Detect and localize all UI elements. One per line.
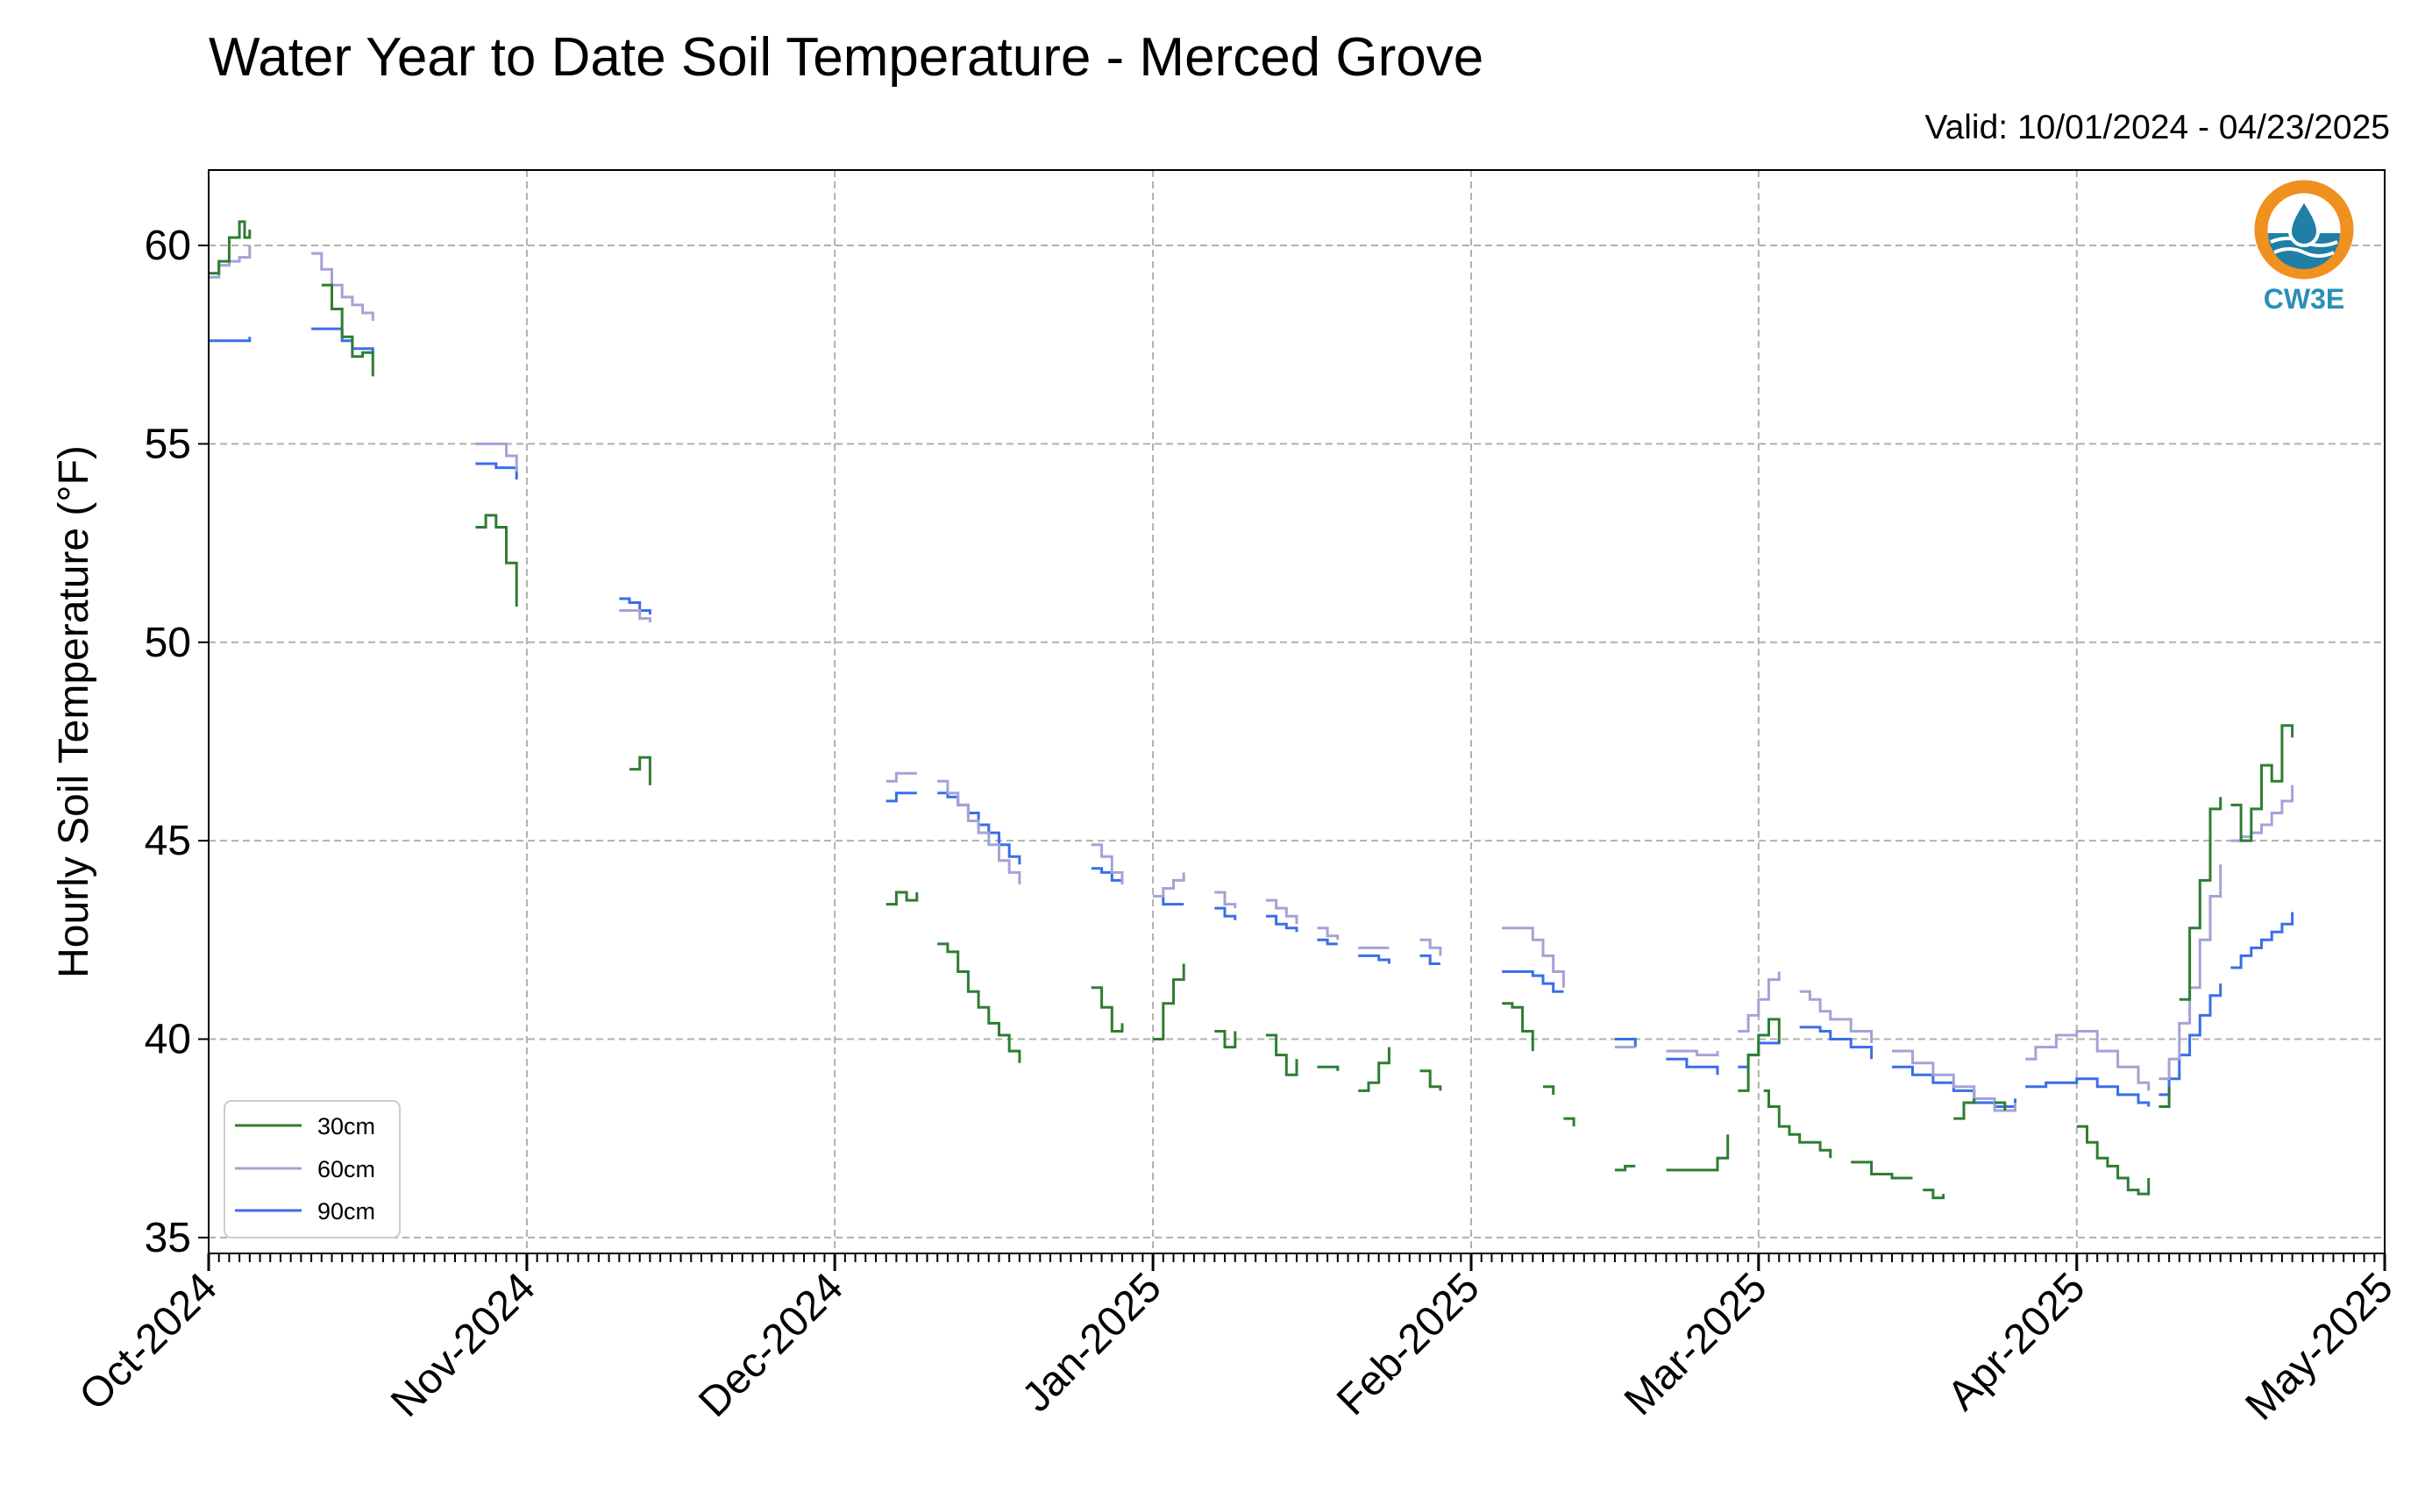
series-line-30cm <box>1091 986 1124 1033</box>
series-line-30cm <box>937 942 1021 1063</box>
series-line-90cm <box>619 597 651 615</box>
series-line-60cm <box>1419 938 1442 956</box>
series-line-60cm <box>311 252 374 321</box>
series-line-90cm <box>2230 912 2294 969</box>
series-line-90cm <box>1358 954 1390 964</box>
series-line-60cm <box>2025 1030 2151 1091</box>
series-line-90cm <box>1265 914 1298 933</box>
series-line-90cm <box>1502 970 1564 993</box>
logo-ring <box>2254 180 2354 280</box>
series-line-30cm <box>1265 1033 1298 1076</box>
legend-label-60cm: 60cm <box>317 1156 375 1182</box>
y-tick-label: 35 <box>145 1215 191 1261</box>
series-line-90cm <box>1419 954 1440 965</box>
series-line-30cm <box>1995 1101 2007 1111</box>
series-line-60cm <box>1799 990 1874 1043</box>
logo-text: CW3E <box>2264 283 2344 315</box>
y-axis-label: Hourly Soil Temperature (°F) <box>51 445 97 978</box>
y-axis: 35 40 45 50 55 60 <box>145 223 209 1261</box>
legend-label-90cm: 90cm <box>317 1198 375 1225</box>
y-tick-label: 60 <box>145 223 191 269</box>
series-line-30cm <box>1419 1069 1442 1091</box>
series-line-60cm <box>1214 891 1237 909</box>
series-line-60cm <box>1502 926 1565 988</box>
series-line-90cm <box>1799 1026 1874 1060</box>
series-line-30cm <box>1851 1161 1913 1180</box>
x-tick-label: Mar-2025 <box>1616 1264 1776 1424</box>
x-tick-label: Jan-2025 <box>1013 1264 1170 1421</box>
series-line-90cm <box>885 791 917 803</box>
x-tick-label: Nov-2024 <box>382 1264 544 1426</box>
series-line-60cm <box>937 779 1021 884</box>
series-line-60cm <box>1265 898 1298 925</box>
series-line-30cm <box>1953 1098 1976 1120</box>
y-tick-label: 45 <box>145 818 191 864</box>
series-line-30cm <box>2076 1125 2151 1196</box>
series-line-30cm <box>1543 1085 1555 1095</box>
series-line-30cm <box>2158 1086 2171 1108</box>
series-line-60cm <box>1892 1049 2016 1112</box>
x-tick-label: Oct-2024 <box>71 1264 226 1419</box>
legend: 30cm 60cm 90cm <box>224 1100 401 1239</box>
series-line-60cm <box>1091 843 1124 884</box>
legend-label-30cm: 30cm <box>317 1113 375 1139</box>
x-tick-label: May-2025 <box>2237 1264 2401 1429</box>
series-line-30cm <box>885 891 919 906</box>
plot-frame <box>208 169 2386 1254</box>
series-line-60cm <box>475 442 518 472</box>
series-line-90cm <box>1614 1038 1637 1047</box>
series-line-60cm <box>1738 971 1781 1033</box>
series-line-30cm <box>1153 963 1185 1040</box>
series-line-60cm <box>1153 872 1185 898</box>
series-line-30cm <box>1763 1089 1832 1159</box>
series-line-30cm <box>1317 1065 1340 1071</box>
series-line-90cm <box>2025 1077 2151 1107</box>
series-line-60cm <box>1317 926 1340 941</box>
series-line-30cm <box>321 283 374 377</box>
legend-box <box>224 1100 401 1239</box>
series-line-30cm <box>1563 1117 1575 1127</box>
cw3e-logo: CW3E <box>2254 180 2354 315</box>
series-line-30cm <box>2230 724 2294 842</box>
series-line-60cm <box>1666 1049 1719 1057</box>
series-line-30cm <box>1214 1030 1237 1049</box>
chart-title: Water Year to Date Soil Temperature - Me… <box>209 27 1484 88</box>
series-line-90cm <box>1214 906 1237 920</box>
x-tick-label: Dec-2024 <box>690 1264 852 1426</box>
y-tick-label: 55 <box>145 421 191 467</box>
series-line-30cm <box>2179 797 2222 1001</box>
x-tick-label: Apr-2025 <box>1938 1264 2094 1419</box>
series-line-90cm <box>311 327 374 357</box>
x-axis: Oct-2024 Nov-2024 Dec-2024 Jan-2025 Feb-2025… <box>71 1253 2402 1430</box>
series-line-30cm <box>1738 1018 1781 1092</box>
series-line-60cm <box>619 609 651 623</box>
series-line-30cm <box>1666 1134 1730 1172</box>
valid-date-range: Valid: 10/01/2024 - 04/23/2025 <box>1924 109 2390 146</box>
series-line-30cm <box>209 220 252 275</box>
series-line-30cm <box>1923 1189 1945 1200</box>
series-line-90cm <box>1091 867 1124 884</box>
series-line-30cm <box>1358 1047 1390 1092</box>
water-drop-icon <box>2287 196 2321 247</box>
series-line-90cm <box>1666 1057 1719 1075</box>
series-line-30cm <box>1614 1164 1636 1172</box>
series-line-90cm <box>475 462 518 480</box>
series-line-90cm <box>209 337 252 343</box>
series-line-60cm <box>885 771 917 783</box>
y-tick-label: 50 <box>145 620 191 666</box>
series-line-30cm <box>475 514 518 607</box>
x-tick-label: Feb-2025 <box>1328 1264 1489 1424</box>
series-line-30cm <box>1502 1002 1534 1052</box>
y-tick-label: 40 <box>145 1017 191 1063</box>
grid-lines <box>209 170 2385 1253</box>
series-line-30cm <box>629 756 651 785</box>
series-line-90cm <box>1317 938 1338 946</box>
series-lines <box>209 220 2294 1200</box>
